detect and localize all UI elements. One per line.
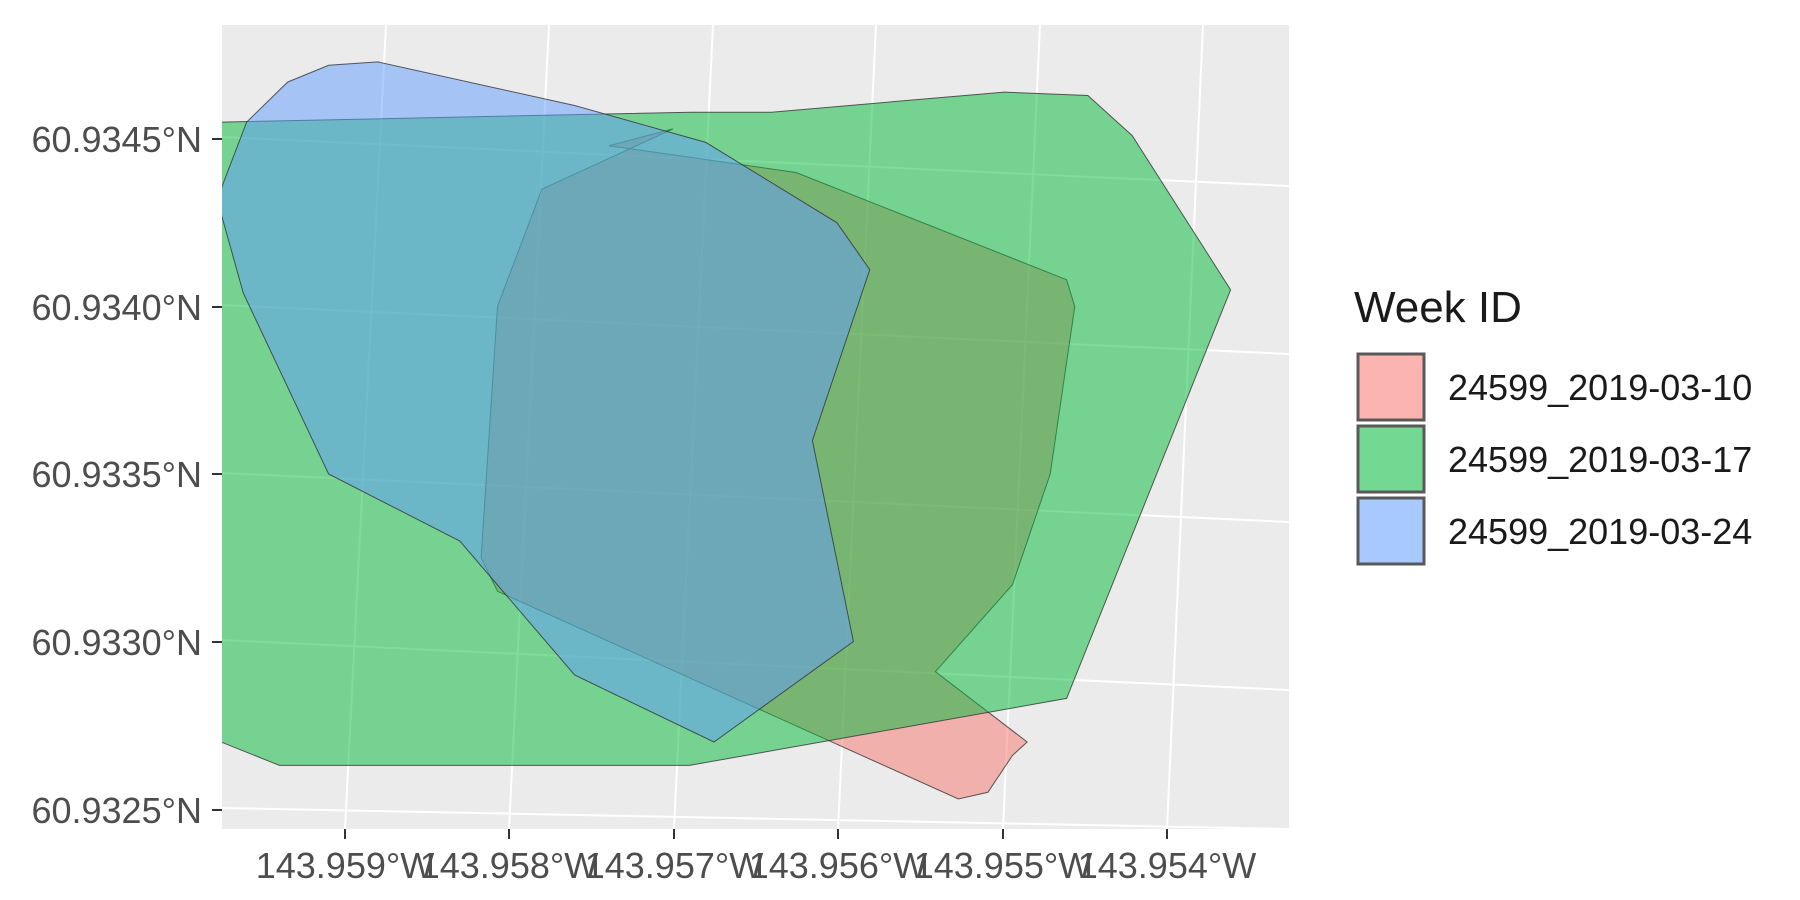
x-tick-label: 143.954°W bbox=[1078, 845, 1257, 886]
legend-label: 24599_2019-03-17 bbox=[1448, 439, 1752, 480]
y-tick-label: 60.9330°N bbox=[31, 622, 202, 663]
y-tick-label: 60.9345°N bbox=[31, 119, 202, 160]
x-tick-label: 143.955°W bbox=[914, 845, 1093, 886]
range-polygons bbox=[222, 61, 1232, 800]
x-tick-label: 143.956°W bbox=[749, 845, 928, 886]
x-tick-label: 143.957°W bbox=[585, 845, 764, 886]
y-axis: 60.9345°N 60.9340°N 60.9335°N 60.9330°N … bbox=[31, 119, 222, 831]
grid-line-lat-609325 bbox=[222, 807, 1289, 829]
legend: Week ID 24599_2019-03-10 24599_2019-03-1… bbox=[1354, 283, 1752, 566]
y-tick-label: 60.9335°N bbox=[31, 454, 202, 495]
legend-key-2019-03-10 bbox=[1356, 352, 1426, 422]
legend-title: Week ID bbox=[1354, 283, 1522, 332]
grid-line-lon-143954 bbox=[1166, 25, 1204, 829]
range-polygon-24599_2019-03-24 bbox=[222, 61, 871, 743]
legend-key-2019-03-17 bbox=[1356, 424, 1426, 494]
legend-label: 24599_2019-03-10 bbox=[1448, 367, 1752, 408]
legend-key-2019-03-24 bbox=[1356, 496, 1426, 566]
y-tick-label: 60.9325°N bbox=[31, 790, 202, 831]
x-tick-label: 143.959°W bbox=[256, 845, 435, 886]
y-tick-label: 60.9340°N bbox=[31, 287, 202, 328]
x-tick-label: 143.958°W bbox=[420, 845, 599, 886]
x-axis: 143.959°W 143.958°W 143.957°W 143.956°W … bbox=[256, 829, 1257, 886]
legend-label: 24599_2019-03-24 bbox=[1448, 511, 1752, 552]
